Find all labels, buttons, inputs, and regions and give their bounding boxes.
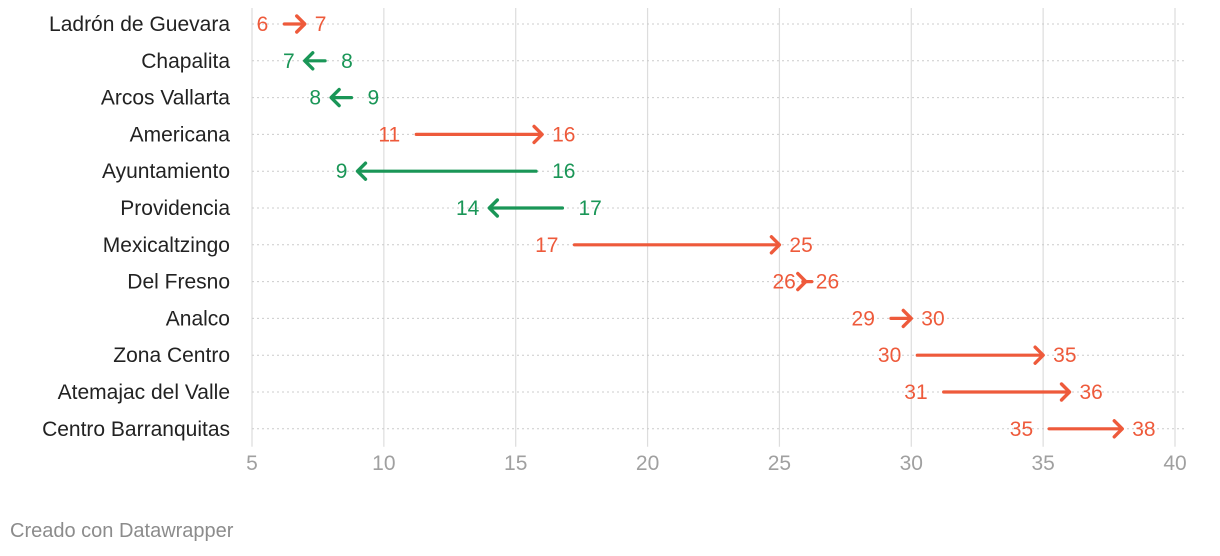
x-tick-label: 15	[504, 452, 527, 475]
from-value-label: 26	[772, 271, 795, 294]
from-value-label: 6	[257, 13, 269, 36]
arrow-head	[901, 308, 913, 329]
to-value-label: 7	[315, 13, 327, 36]
from-value-label: 16	[552, 160, 575, 183]
to-value-label: 26	[816, 271, 839, 294]
from-value-label: 11	[378, 123, 400, 146]
from-value-label: 8	[341, 50, 353, 73]
arrow-head	[1059, 382, 1072, 402]
row-label: Atemajac del Valle	[58, 381, 230, 404]
row-label: Centro Barranquitas	[42, 418, 230, 441]
arrow-head	[1112, 419, 1124, 439]
arrow-head	[295, 14, 307, 34]
to-value-label: 25	[789, 234, 812, 257]
from-value-label: 9	[367, 87, 379, 110]
arrow-head	[303, 51, 315, 71]
to-value-label: 7	[283, 50, 295, 73]
to-value-label: 16	[552, 123, 575, 146]
x-tick-label: 10	[372, 452, 395, 475]
arrow-head	[769, 235, 782, 255]
row-label: Ayuntamiento	[102, 160, 230, 183]
to-value-label: 35	[1053, 344, 1076, 367]
arrow-head	[329, 87, 341, 108]
to-value-label: 8	[309, 87, 321, 110]
from-value-label: 17	[578, 197, 601, 220]
arrow-head	[532, 124, 544, 145]
row-label: Zona Centro	[113, 344, 230, 367]
row-label: Chapalita	[141, 50, 230, 73]
row-label: Analco	[166, 307, 230, 330]
arrow-head	[355, 161, 368, 181]
row-label: Americana	[130, 123, 231, 146]
from-value-label: 30	[878, 344, 901, 367]
row-label: Providencia	[120, 197, 230, 220]
x-tick-label: 35	[1031, 452, 1054, 475]
to-value-label: 38	[1132, 418, 1155, 441]
to-value-label: 14	[456, 197, 480, 220]
credit-footer: Creado con Datawrapper	[10, 520, 234, 542]
arrow-head	[796, 271, 808, 292]
x-tick-label: 25	[768, 452, 791, 475]
x-tick-label: 5	[246, 452, 258, 475]
to-value-label: 9	[336, 160, 348, 183]
row-label: Arcos Vallarta	[101, 87, 230, 110]
from-value-label: 17	[535, 234, 558, 257]
row-label: Del Fresno	[127, 271, 230, 294]
row-label: Ladrón de Guevara	[49, 13, 230, 36]
x-tick-label: 30	[900, 452, 923, 475]
from-value-label: 31	[904, 381, 927, 404]
x-tick-label: 40	[1163, 452, 1186, 475]
row-label: Mexicaltzingo	[103, 234, 230, 257]
to-value-label: 30	[921, 307, 944, 330]
x-tick-label: 20	[636, 452, 659, 475]
from-value-label: 35	[1010, 418, 1033, 441]
from-value-label: 29	[852, 307, 875, 330]
arrow-head	[1033, 345, 1045, 365]
arrow-head	[487, 198, 500, 218]
to-value-label: 36	[1080, 381, 1103, 404]
